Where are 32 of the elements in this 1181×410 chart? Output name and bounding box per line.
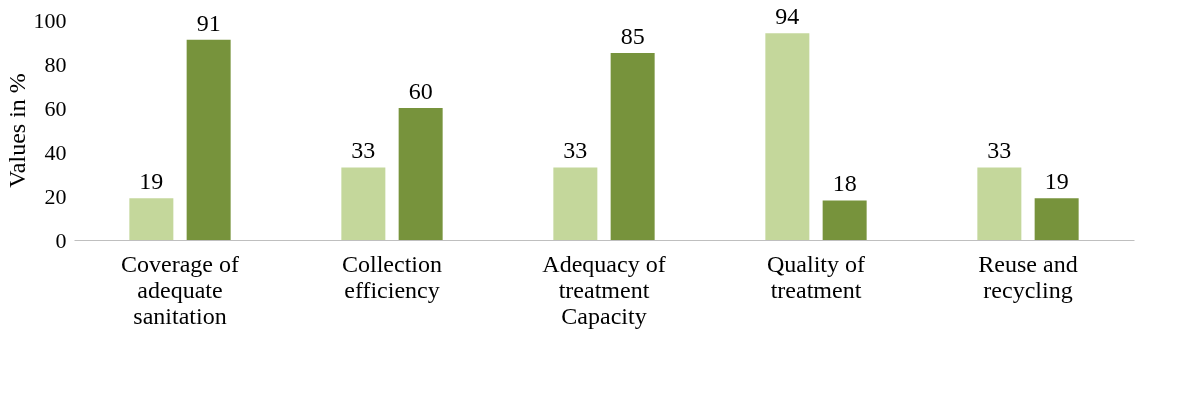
data-label: 33	[563, 137, 588, 164]
data-label: 18	[832, 170, 857, 197]
y-tick-label: 0	[55, 227, 67, 253]
bar	[553, 167, 598, 240]
bar	[822, 200, 867, 240]
x-tick-label: Adequacy of treatment Capacity	[542, 250, 666, 329]
y-axis-title: Values in %	[3, 73, 30, 188]
y-tick-label: 40	[44, 139, 67, 165]
bar	[1034, 198, 1079, 240]
bar	[610, 53, 655, 240]
y-tick-label: 20	[44, 183, 67, 209]
x-tick-label: Quality of treatment	[767, 250, 865, 303]
bar	[129, 198, 174, 240]
bar	[765, 33, 810, 240]
data-label: 19	[1044, 168, 1069, 195]
bar	[341, 167, 386, 240]
data-label: 33	[987, 137, 1012, 164]
data-label: 91	[196, 9, 221, 36]
y-tick-label: 80	[44, 51, 67, 77]
y-tick-label: 60	[44, 95, 67, 121]
data-label: 94	[775, 3, 800, 30]
bar	[186, 39, 231, 240]
data-label: 85	[620, 23, 645, 49]
x-tick-label: Collection efficiency	[342, 250, 442, 303]
x-tick-label: Coverage of adequate sanitation	[121, 250, 239, 329]
bar	[398, 108, 443, 240]
x-tick-label: Reuse and recycling	[978, 250, 1078, 303]
y-tick-label: 100	[33, 7, 67, 33]
data-label: 33	[351, 137, 376, 164]
bar	[977, 167, 1022, 240]
data-label: 60	[408, 78, 433, 104]
data-label: 19	[139, 168, 164, 195]
